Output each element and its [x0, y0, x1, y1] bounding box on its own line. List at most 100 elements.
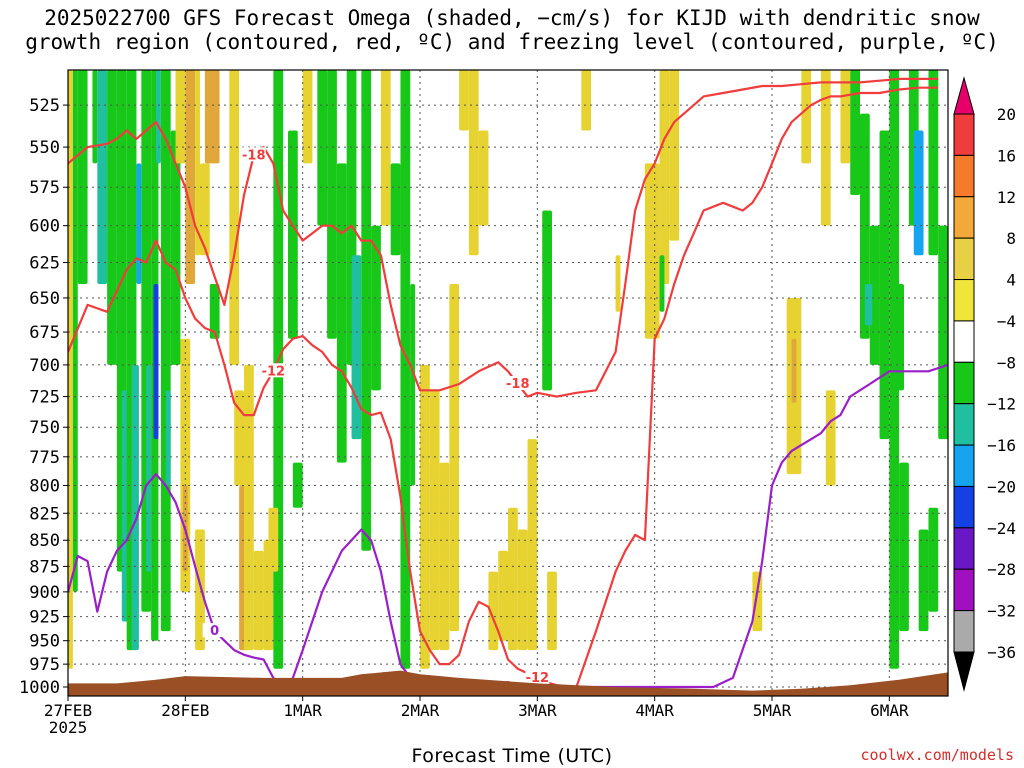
terrain-surface — [68, 670, 948, 696]
y-tick-label: 600 — [29, 217, 60, 237]
omega-shade-cell — [659, 70, 670, 284]
omega-shade-cell — [928, 70, 939, 256]
y-tick-label: 650 — [29, 289, 60, 309]
y-tick-label: 550 — [29, 138, 60, 158]
contour-line — [68, 77, 939, 398]
omega-shade-cell — [459, 70, 469, 131]
omega-shade-cell — [131, 364, 139, 651]
omega-shade-cell — [840, 70, 851, 164]
omega-shade-cell — [752, 571, 763, 632]
omega-shade-cell — [175, 70, 186, 164]
omega-shade-cell — [899, 462, 909, 632]
colorbar-label: 20 — [997, 105, 1016, 124]
omega-shade-cell — [268, 507, 279, 572]
contour-label-bg — [241, 147, 266, 162]
contour-line — [68, 363, 948, 689]
omega-shade-cell — [195, 529, 205, 651]
omega-shade-cell — [107, 70, 117, 365]
omega-shade-cell — [371, 225, 381, 391]
contour-label: -18 — [506, 377, 530, 392]
omega-shade-cell — [153, 283, 159, 440]
colorbar-label: 12 — [997, 188, 1016, 207]
omega-shade-cell — [92, 70, 98, 164]
omega-shade-cell — [850, 70, 860, 196]
omega-shade-cell — [820, 70, 831, 226]
y-tick-label: 800 — [29, 476, 60, 496]
colorbar-segment — [953, 279, 975, 322]
omega-shade-cell — [77, 70, 88, 284]
omega-shade-cell — [869, 225, 880, 365]
omega-shade-cell — [234, 390, 244, 486]
omega-shade-cell — [400, 70, 411, 669]
omega-shade-cell — [420, 364, 430, 669]
x-tick-label: 27FEB — [44, 701, 92, 720]
omega-shade-cell — [170, 130, 181, 365]
colorbar-label: −12 — [987, 395, 1016, 414]
colorbar-segment — [953, 444, 975, 487]
omega-shade-cell — [615, 255, 621, 312]
omega-shade-cell — [185, 70, 196, 284]
colorbar-label: −16 — [987, 436, 1016, 455]
omega-shade-cell — [547, 571, 557, 651]
contour-label: 0 — [210, 624, 219, 639]
omega-shade-cell — [517, 529, 528, 651]
omega-shade-cell — [380, 70, 391, 226]
omega-shade-cell — [165, 390, 171, 486]
omega-shade-cell — [508, 507, 518, 651]
omega-shade-cell — [244, 364, 254, 651]
x-tick-label: 2MAR — [401, 701, 440, 720]
omega-shade-cell — [302, 70, 313, 164]
omega-shade-cell — [581, 70, 592, 131]
omega-shade-cell — [542, 210, 552, 391]
y-tick-label: 775 — [29, 448, 60, 468]
colorbar-segment — [953, 320, 975, 363]
colorbar-label: −28 — [987, 560, 1016, 579]
omega-shade-cell — [351, 255, 362, 440]
colorbar-segment — [953, 527, 975, 570]
y-tick-label: 1000 — [19, 678, 60, 698]
omega-shade-cell — [195, 70, 200, 256]
colorbar-label: −32 — [987, 602, 1016, 621]
colorbar-segment — [953, 485, 975, 529]
omega-shade-cell — [879, 130, 890, 440]
y-tick-label: 850 — [29, 531, 60, 551]
omega-shade-cell — [229, 70, 240, 365]
omega-shade-cell — [160, 70, 171, 632]
omega-shade-cell — [928, 507, 939, 612]
x-tick-label: 3MAR — [518, 701, 557, 720]
omega-shade-cell — [913, 130, 924, 256]
colorbar-segment — [953, 568, 975, 612]
omega-shade-cell — [68, 70, 73, 669]
x-tick-label: 1MAR — [283, 701, 322, 720]
colorbar-bottom-arrow — [953, 651, 975, 692]
y-tick-label: 625 — [29, 254, 60, 274]
omega-shade-cell — [468, 70, 479, 256]
omega-shade-cell — [488, 571, 499, 651]
omega-shade-cell — [938, 225, 948, 440]
x-tick-label: 4MAR — [635, 701, 674, 720]
omega-shade-cell — [439, 462, 450, 651]
contour-label-bg — [525, 669, 550, 684]
omega-shade-cell — [825, 390, 836, 486]
colorbar-label: 4 — [1006, 271, 1016, 290]
omega-shade-cell — [327, 70, 337, 339]
x-tick-label: 6MAR — [870, 701, 909, 720]
omega-shade-cell — [204, 70, 220, 164]
omega-shade-cell — [644, 163, 660, 339]
colorbar-segment — [953, 154, 975, 198]
omega-shade-cell — [336, 163, 347, 463]
contour-line — [68, 86, 939, 689]
omega-shade-cell — [429, 390, 440, 651]
y-tick-label: 975 — [29, 655, 60, 675]
omega-shade-cell — [669, 70, 680, 241]
contour-label: -12 — [262, 364, 286, 379]
y-tick-label: 900 — [29, 583, 60, 603]
chart-title: 2025022700 GFS Forecast Omega (shaded, −… — [25, 6, 999, 54]
colorbar-label: 8 — [1006, 229, 1016, 248]
omega-shade-cell — [317, 70, 328, 226]
colorbar-segment — [953, 237, 975, 281]
colorbar-label: −20 — [987, 477, 1016, 496]
colorbar-segment — [953, 196, 975, 239]
x-tick-label: 2025 — [49, 718, 88, 737]
